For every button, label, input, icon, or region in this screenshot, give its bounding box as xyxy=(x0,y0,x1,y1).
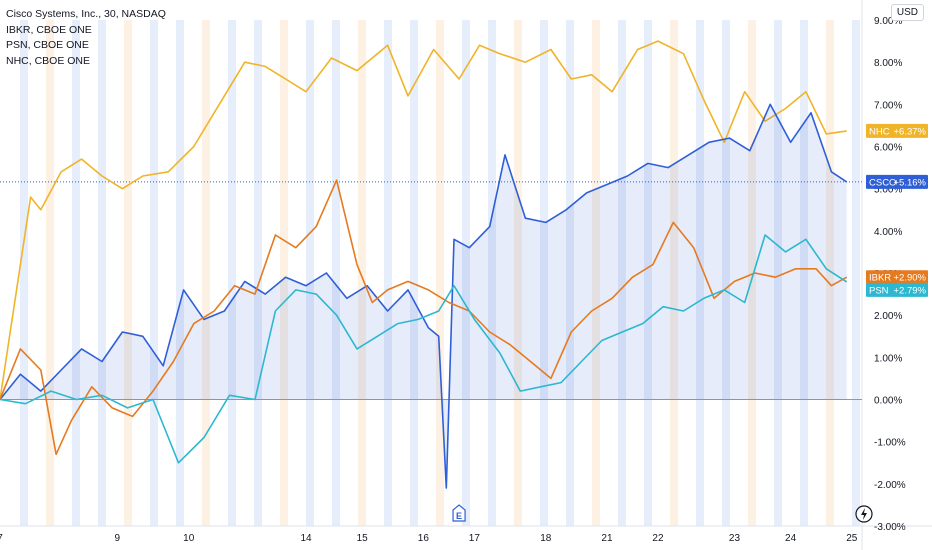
x-tick-label: 15 xyxy=(357,533,369,544)
x-tick-label: 22 xyxy=(652,533,664,544)
session-band xyxy=(566,20,574,526)
y-tick-label: 5.00% xyxy=(874,185,902,196)
session-band xyxy=(254,20,262,526)
y-tick-label: 0.00% xyxy=(874,396,902,407)
series-line-1 xyxy=(0,103,848,489)
session-band xyxy=(800,20,808,526)
session-band xyxy=(696,20,704,526)
price-label-ibkr: IBKR +2.90% xyxy=(866,270,928,285)
session-band xyxy=(280,20,288,526)
series-line-2 xyxy=(0,179,848,456)
session-band xyxy=(410,20,418,526)
y-tick-label: 9.00% xyxy=(874,16,902,27)
price-label-symbol: PSN xyxy=(869,285,889,296)
y-tick-label: 8.00% xyxy=(874,58,902,69)
session-band xyxy=(20,20,28,526)
x-tick-label: 23 xyxy=(729,533,741,544)
earnings-marker[interactable]: E xyxy=(452,504,466,522)
y-tick-label: 4.00% xyxy=(874,227,902,238)
legend-item-nhc[interactable]: NHC, CBOE ONE xyxy=(6,54,91,67)
session-band xyxy=(150,20,158,526)
session-band xyxy=(46,20,54,526)
legend-item-ibkr[interactable]: IBKR, CBOE ONE xyxy=(6,23,92,36)
session-band xyxy=(670,20,678,526)
price-label-box xyxy=(866,270,928,285)
price-label-symbol: NHC xyxy=(869,126,890,137)
price-label-nhc: NHC +6.37% xyxy=(866,123,928,138)
price-label-box xyxy=(866,174,928,189)
series-line-0 xyxy=(0,40,847,400)
x-tick-label: 17 xyxy=(469,533,481,544)
x-tick-label: 18 xyxy=(540,533,552,544)
session-band xyxy=(514,20,522,526)
x-tick-label: 24 xyxy=(785,533,797,544)
x-tick-label: 7 xyxy=(0,533,3,544)
legend-item-psn[interactable]: PSN, CBOE ONE xyxy=(6,39,89,51)
x-tick-label: 25 xyxy=(846,533,858,544)
legend-item-csco[interactable]: Cisco Systems, Inc., 30, NASDAQ xyxy=(6,8,166,20)
session-band xyxy=(774,20,782,526)
session-band xyxy=(462,20,470,526)
session-band xyxy=(618,20,626,526)
session-band xyxy=(852,20,860,526)
y-tick-label: -2.00% xyxy=(874,480,906,491)
y-tick-label: 6.00% xyxy=(874,143,902,154)
earnings-label: E xyxy=(456,511,462,521)
session-band xyxy=(98,20,106,526)
session-band xyxy=(748,20,756,526)
price-label-csco: CSCO+5.16% xyxy=(866,174,928,189)
session-band xyxy=(384,20,392,526)
session-band xyxy=(72,20,80,526)
y-tick-label: -1.00% xyxy=(874,438,906,449)
price-label-value: +5.16% xyxy=(894,177,927,188)
session-band xyxy=(228,20,236,526)
session-band xyxy=(488,20,496,526)
x-tick-label: 16 xyxy=(418,533,430,544)
price-label-box xyxy=(866,123,928,138)
session-band xyxy=(306,20,314,526)
session-band xyxy=(358,20,366,526)
x-tick-label: 10 xyxy=(183,533,195,544)
lightning-icon-bolt xyxy=(861,508,867,520)
series-group xyxy=(0,40,848,489)
earnings-icon xyxy=(452,504,466,522)
session-band xyxy=(436,20,444,526)
y-tick-label: -3.00% xyxy=(874,522,906,533)
x-tick-label: 9 xyxy=(115,533,121,544)
session-band xyxy=(124,20,132,526)
price-label-value: +2.79% xyxy=(894,285,927,296)
x-tick-label: 14 xyxy=(300,533,312,544)
session-band xyxy=(592,20,600,526)
session-band xyxy=(332,20,340,526)
session-band xyxy=(540,20,548,526)
session-band xyxy=(176,20,184,526)
price-label-box xyxy=(866,282,928,297)
series-line-3 xyxy=(0,234,848,464)
session-band xyxy=(722,20,730,526)
y-tick-label: 7.00% xyxy=(874,100,902,111)
price-label-symbol: CSCO xyxy=(869,177,896,188)
session-bands xyxy=(20,20,860,526)
y-tick-label: 2.00% xyxy=(874,311,902,322)
currency-button[interactable]: USD xyxy=(890,4,924,21)
x-tick-label: 21 xyxy=(601,533,613,544)
session-band xyxy=(644,20,652,526)
legend: Cisco Systems, Inc., 30, NASDAQ IBKR, CB… xyxy=(6,7,166,69)
price-label-psn: PSN +2.79% xyxy=(866,282,928,297)
session-band xyxy=(826,20,834,526)
price-label-value: +2.90% xyxy=(894,273,927,284)
y-tick-label: 1.00% xyxy=(874,353,902,364)
lightning-icon[interactable] xyxy=(855,505,873,523)
series-area-1 xyxy=(0,104,847,489)
session-band xyxy=(202,20,210,526)
price-label-symbol: IBKR xyxy=(869,273,891,284)
price-label-value: +6.37% xyxy=(894,126,927,137)
